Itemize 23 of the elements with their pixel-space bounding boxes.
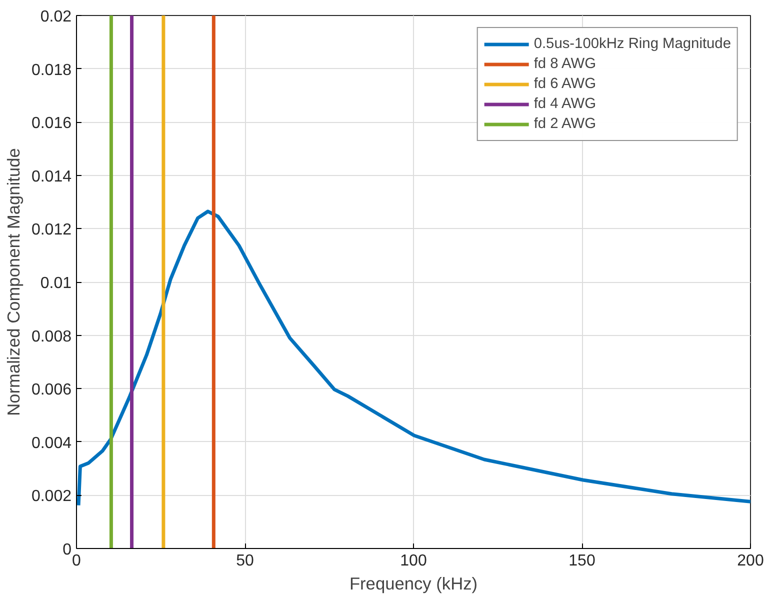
- y-tick-label: 0.018: [31, 62, 72, 79]
- y-tick-label: 0.01: [40, 275, 72, 292]
- y-axis-title: Normalized Component Magnitude: [3, 148, 24, 416]
- legend-label: fd 8 AWG: [534, 56, 596, 72]
- legend-label: fd 4 AWG: [534, 96, 596, 112]
- y-tick-label: 0.008: [31, 328, 72, 346]
- legend-label: fd 2 AWG: [534, 116, 596, 132]
- y-tick-label: 0.02: [40, 8, 72, 26]
- x-tick-label: 100: [400, 552, 427, 570]
- legend-label: 0.5us-100kHz Ring Magnitude: [534, 36, 731, 52]
- y-tick-label: 0.006: [31, 382, 72, 399]
- y-tick-label: 0: [62, 542, 72, 558]
- y-tick-label: 0.012: [31, 222, 72, 239]
- y-tick-label: 0.004: [31, 434, 72, 452]
- x-tick-label: 200: [737, 552, 764, 570]
- x-tick-label: 50: [236, 552, 254, 570]
- line-series: [76, 210, 750, 508]
- x-axis-title: Frequency (kHz): [349, 574, 478, 594]
- legend-label: fd 6 AWG: [534, 76, 596, 92]
- x-tick-label: 150: [568, 552, 596, 570]
- y-tick-label: 0.002: [31, 488, 72, 506]
- y-tick-label: 0.014: [31, 168, 72, 186]
- y-tick-label: 0.016: [31, 115, 72, 132]
